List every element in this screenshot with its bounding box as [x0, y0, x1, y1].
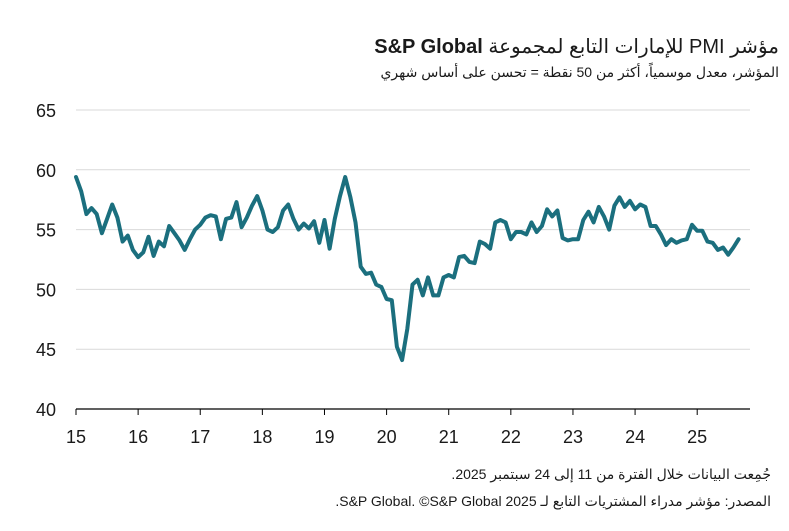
- y-tick-label: 60: [36, 161, 56, 181]
- x-tick-label: 17: [190, 427, 210, 447]
- x-tick-label: 25: [687, 427, 707, 447]
- x-tick-label: 16: [128, 427, 148, 447]
- chart-subtitle: المؤشر، معدل موسمياً، أكثر من 50 نقطة = …: [380, 64, 779, 80]
- x-tick-label: 15: [66, 427, 86, 447]
- x-tick-label: 22: [501, 427, 521, 447]
- y-tick-label: 65: [36, 101, 56, 121]
- x-tick-label: 20: [377, 427, 397, 447]
- x-tick-label: 19: [314, 427, 334, 447]
- y-tick-label: 45: [36, 340, 56, 360]
- title-brand: S&P Global: [374, 36, 483, 58]
- y-tick-label: 55: [36, 221, 56, 241]
- series-line: [74, 175, 741, 362]
- footnote-source: المصدر: مؤشر مدراء المشتريات التابع لـ S…: [335, 493, 771, 509]
- footnote-collected: جُمِعت البيانات خلال الفترة من 11 إلى 24…: [451, 466, 771, 482]
- x-tick-label: 18: [252, 427, 272, 447]
- chart-title: مؤشر PMI للإمارات التابع لمجموعة S&P Glo…: [19, 34, 779, 59]
- x-tick-label: 21: [439, 427, 459, 447]
- x-tick-label: 23: [563, 427, 583, 447]
- title-main: مؤشر PMI للإمارات التابع لمجموعة: [488, 36, 779, 58]
- y-tick-label: 40: [36, 400, 56, 420]
- y-tick-label: 50: [36, 280, 56, 300]
- x-tick-label: 24: [625, 427, 645, 447]
